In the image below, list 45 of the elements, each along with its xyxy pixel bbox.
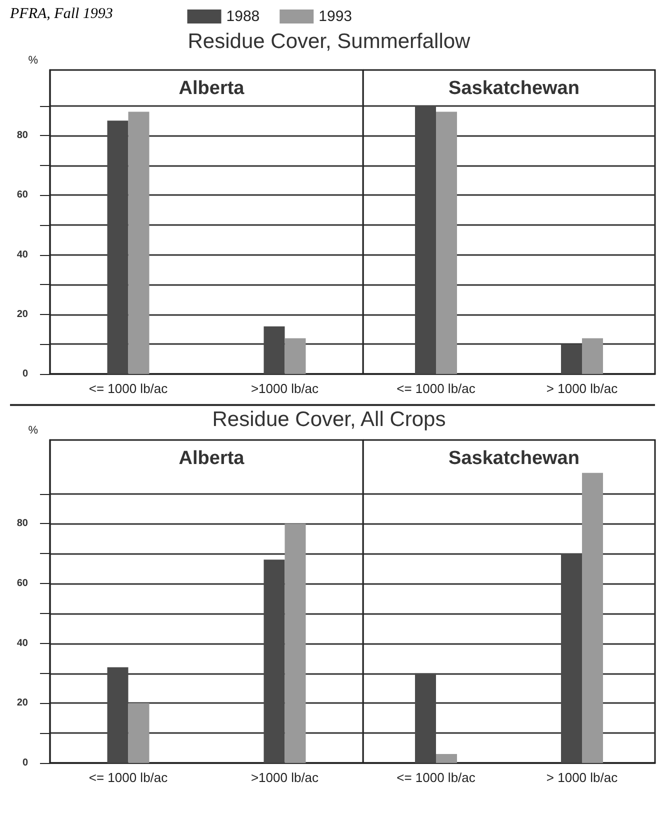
x-tick-label: >1000 lb/ac [250,381,320,396]
text: PFRA, Fall 1993 [10,6,113,23]
x-tick-label: <= 1000 lb/ac [88,381,168,396]
y-tick-label: 0 [22,758,28,768]
bar [284,338,306,374]
bar [561,554,582,763]
legend-label: 1988 [226,8,260,25]
y-tick-label: 0 [22,368,28,380]
bar [436,754,457,763]
x-tick-label: <= 1000 lb/ac [396,770,476,785]
chart-title: Alberta [178,448,245,469]
y-tick-label: 40 [16,249,28,260]
bar [107,667,128,763]
y-tick-label: 80 [16,518,28,530]
x-tick-label: >1000 lb/ac [250,770,320,785]
bar [582,338,603,374]
legend-label: 1993 [318,8,352,25]
y-tick-label: 20 [16,698,28,709]
bar [107,120,128,374]
x-tick-label: <= 1000 lb/ac [396,381,476,396]
x-tick-label: > 1000 lb/ac [546,770,618,785]
bar [436,112,457,374]
chart-title: Saskatchewan [448,448,580,469]
y-tick-label: 80 [16,130,28,142]
bar [264,560,285,763]
y-axis-title: % [28,424,38,436]
text: Residue Cover, Summerfallow [186,30,472,54]
y-tick-label: 60 [16,190,28,201]
text: Residue Cover, All Crops [212,408,446,431]
y-tick-label: 40 [16,638,28,649]
bar [128,703,150,763]
chart-title: Alberta [178,78,245,99]
x-tick-label: <= 1000 lb/ac [88,770,168,785]
y-tick-label: 20 [16,308,28,320]
bar [284,524,306,763]
bar [582,472,603,763]
y-axis-title: % [28,54,38,66]
chart-title: Saskatchewan [448,78,580,99]
bar [128,112,150,374]
x-tick-label: > 1000 lb/ac [546,381,618,396]
bar [415,673,436,763]
bar [561,344,582,374]
bar [415,106,436,374]
y-tick-label: 60 [16,578,28,590]
bar [264,326,285,374]
